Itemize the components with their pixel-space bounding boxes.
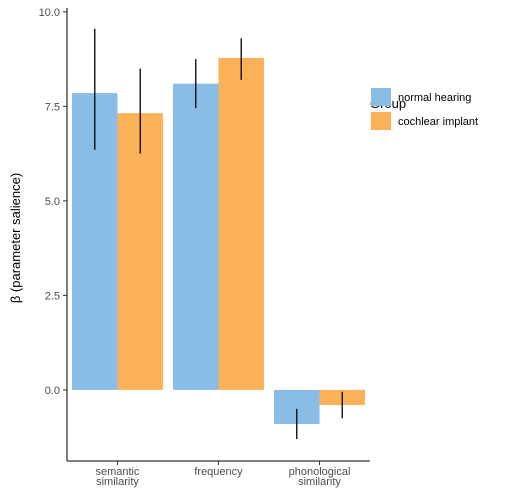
y-tick-label: 7.5 <box>45 101 60 113</box>
legend-label: normal hearing <box>398 92 471 104</box>
y-tick-label: 5.0 <box>45 196 60 208</box>
x-tick-label: frequency <box>194 466 243 478</box>
x-tick-label: semantic similarity <box>95 466 140 488</box>
y-axis-title: β (parameter salience) <box>8 173 23 303</box>
bar <box>218 57 264 390</box>
legend-key <box>371 112 391 130</box>
legend-label: cochlear implant <box>398 116 478 128</box>
y-tick-label: 2.5 <box>45 290 60 302</box>
bar <box>173 83 219 390</box>
legend-key <box>371 88 391 106</box>
plot-area: 0.0 2.5 5.0 7.5 10.0 semantic similarity freque… <box>39 7 370 488</box>
y-tick-label: 10.0 <box>39 7 60 19</box>
x-tick-label: phonological similarity <box>289 466 351 488</box>
y-tick-label: 0.0 <box>45 385 60 397</box>
bar <box>117 113 163 390</box>
